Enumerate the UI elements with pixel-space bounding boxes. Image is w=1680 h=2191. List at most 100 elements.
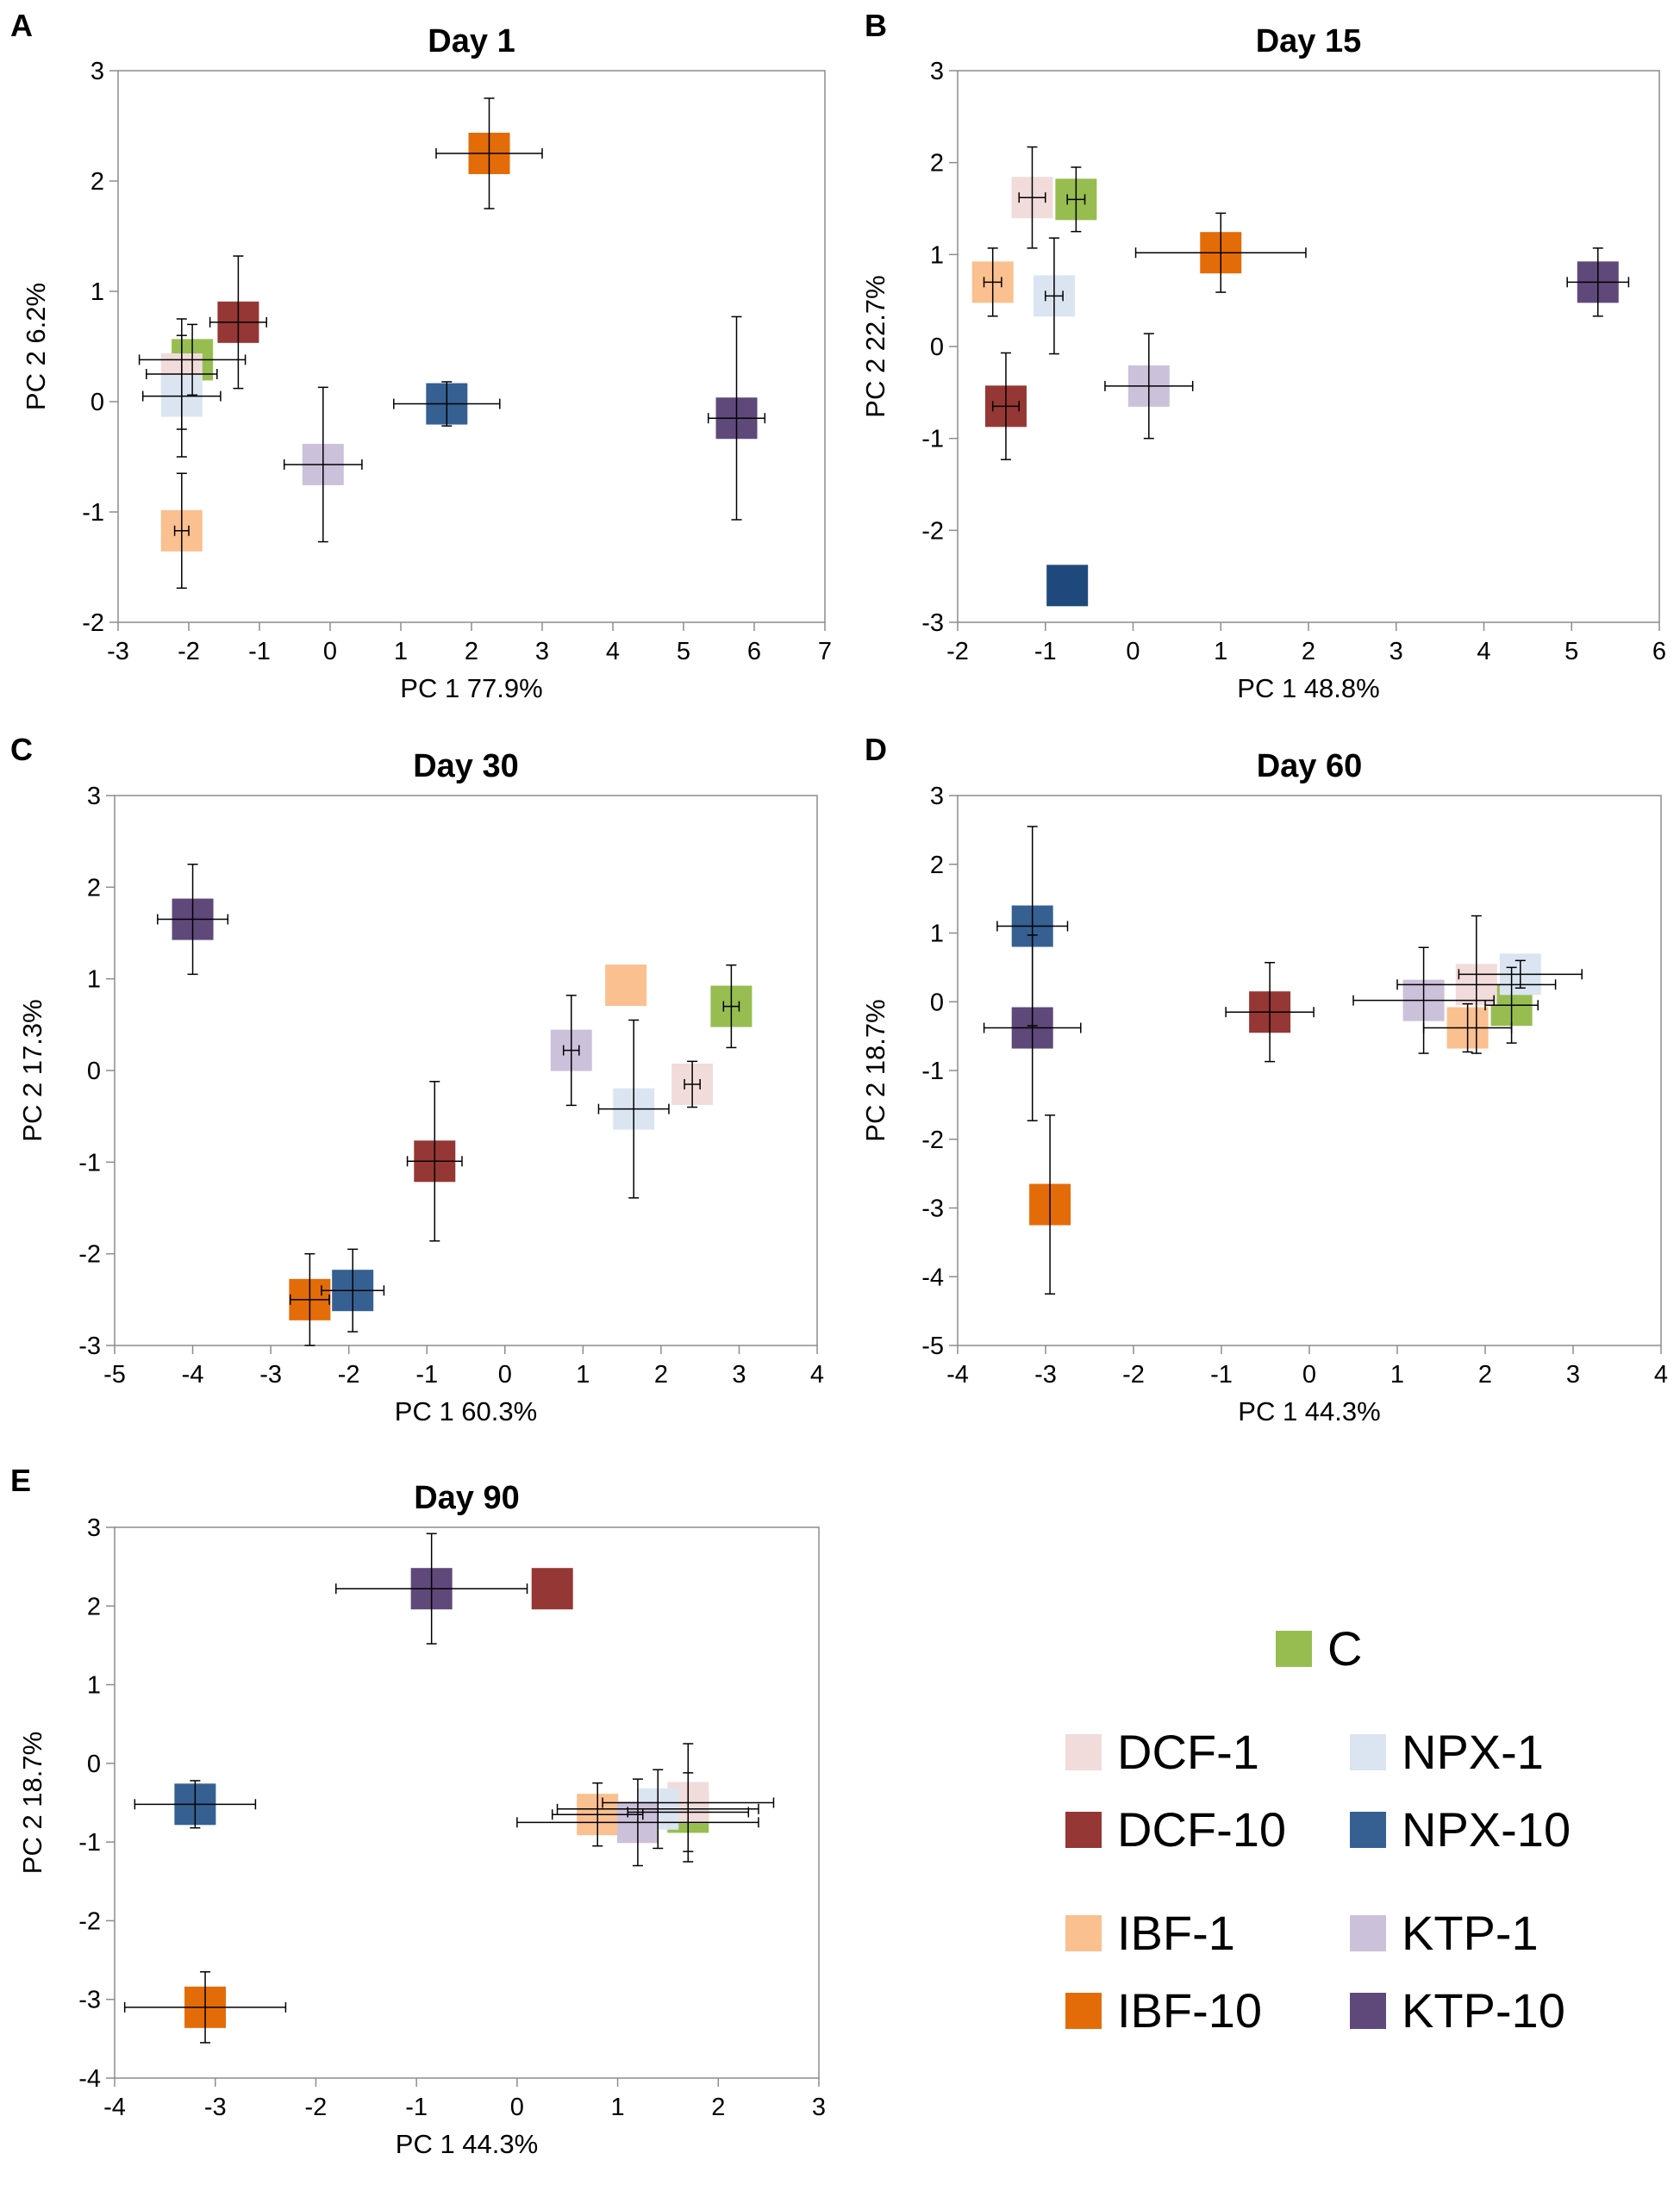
y-tick-label: -4 — [78, 2065, 101, 2093]
panel-letter: E — [10, 1463, 31, 1498]
y-tick-label: -2 — [921, 517, 944, 545]
x-tick-label: 5 — [677, 638, 690, 665]
x-tick-label: 3 — [812, 2094, 826, 2121]
y-axis-label: PC 2 6.2% — [21, 283, 51, 410]
panel-letter: B — [865, 8, 887, 43]
plot-frame — [957, 795, 1662, 1346]
x-tick-label: 3 — [535, 638, 549, 665]
legend-item-DCF-10: DCF-10 — [1065, 1802, 1286, 1857]
y-tick-label: 0 — [930, 334, 944, 361]
y-tick-label: 3 — [87, 783, 101, 810]
x-tick-label: 2 — [465, 638, 478, 665]
panel-title: Day 1 — [428, 23, 515, 59]
legend-item-KTP-10: KTP-10 — [1350, 1983, 1565, 2038]
panel-letter: D — [865, 732, 887, 767]
panel-title: Day 60 — [1257, 748, 1363, 784]
x-tick-label: -2 — [1122, 1361, 1145, 1389]
y-tick-label: -2 — [78, 1241, 101, 1269]
x-tick-label: 4 — [1654, 1361, 1668, 1389]
x-tick-label: -4 — [182, 1361, 204, 1389]
y-tick-label: 0 — [87, 1751, 101, 1778]
x-tick-label: -1 — [415, 1361, 438, 1389]
y-tick-label: -1 — [78, 1149, 101, 1177]
y-tick-label: 0 — [87, 1058, 101, 1085]
legend-item-C: C — [1276, 1621, 1362, 1676]
y-tick-label: -3 — [78, 1333, 101, 1360]
x-tick-label: 1 — [1214, 638, 1227, 665]
x-tick-label: 2 — [1478, 1361, 1492, 1389]
x-tick-label: -1 — [248, 638, 271, 665]
y-tick-label: -2 — [82, 609, 104, 637]
x-tick-label: 0 — [1302, 1361, 1316, 1389]
x-tick-label: -1 — [1034, 638, 1057, 665]
y-tick-label: 0 — [91, 389, 104, 416]
x-tick-label: -2 — [305, 2094, 328, 2121]
legend-label: DCF-10 — [1117, 1802, 1286, 1857]
x-tick-label: -1 — [405, 2094, 428, 2121]
panel-C: C Day 30 -5 -4 -3 -2 -1 0 1 2 3 4 -3 -2 -1 0 1 2 3 PC 1 60.… — [10, 732, 824, 1426]
y-tick-label: -5 — [921, 1333, 944, 1360]
x-axis-label: PC 1 44.3% — [1238, 1396, 1380, 1426]
x-tick-label: 1 — [576, 1361, 590, 1389]
legend-item-NPX-1: NPX-1 — [1350, 1725, 1544, 1779]
y-tick-label: 1 — [930, 241, 944, 269]
x-tick-label: 0 — [1126, 638, 1140, 665]
y-tick-label: 2 — [87, 1593, 101, 1620]
x-tick-label: 1 — [611, 2094, 625, 2121]
y-tick-label: 1 — [87, 966, 101, 994]
x-tick-label: 1 — [1390, 1361, 1404, 1389]
x-tick-label: -4 — [103, 2094, 126, 2121]
y-tick-label: -2 — [78, 1907, 101, 1935]
x-tick-label: 2 — [1302, 638, 1315, 665]
legend-item-IBF-1: IBF-1 — [1065, 1906, 1235, 1960]
y-axis-label: PC 2 17.3% — [17, 999, 47, 1141]
y-tick-label: -1 — [78, 1829, 101, 1857]
x-tick-label: -2 — [946, 638, 969, 665]
legend-item-KTP-1: KTP-1 — [1350, 1906, 1539, 1960]
panel-letter: C — [10, 732, 33, 767]
x-axis-label: PC 1 44.3% — [396, 2129, 538, 2159]
x-tick-label: 0 — [510, 2094, 524, 2121]
y-tick-label: -3 — [921, 1195, 944, 1223]
panel-letter: A — [10, 8, 33, 43]
x-axis-label: PC 1 48.8% — [1237, 673, 1379, 703]
y-tick-label: -3 — [78, 1987, 101, 2014]
legend-swatch — [1350, 1734, 1386, 1770]
x-tick-label: -2 — [178, 638, 200, 665]
y-tick-label: 2 — [91, 168, 104, 196]
marker-IBF-1 — [605, 964, 647, 1007]
legend-item-NPX-10: NPX-10 — [1350, 1802, 1571, 1857]
x-tick-label: 4 — [606, 638, 620, 665]
x-tick-label: 3 — [1390, 638, 1403, 665]
y-axis-label: PC 2 18.7% — [17, 1732, 47, 1874]
x-tick-label: -3 — [1034, 1361, 1057, 1389]
x-tick-label: -1 — [1210, 1361, 1233, 1389]
legend-swatch — [1276, 1631, 1312, 1667]
legend-label: C — [1327, 1621, 1362, 1676]
y-tick-label: 1 — [87, 1672, 101, 1700]
x-tick-label: 0 — [323, 638, 337, 665]
legend: C DCF-1 NPX-1 DCF-10 NPX-10 IBF-1 KTP-1 IBF-10 K… — [1065, 1621, 1571, 2038]
x-tick-label: 2 — [711, 2094, 725, 2121]
x-tick-label: 5 — [1564, 638, 1578, 665]
legend-label: NPX-10 — [1402, 1802, 1571, 1857]
y-tick-label: -3 — [921, 609, 944, 637]
y-tick-label: -2 — [921, 1127, 944, 1154]
x-tick-label: -4 — [946, 1361, 969, 1389]
panel-title: Day 90 — [414, 1480, 520, 1516]
x-tick-label: -3 — [204, 2094, 227, 2121]
legend-label: KTP-10 — [1402, 1983, 1565, 2038]
x-tick-label: 3 — [1566, 1361, 1580, 1389]
legend-swatch — [1065, 1734, 1102, 1770]
y-tick-label: 2 — [930, 150, 944, 178]
x-tick-label: 4 — [1477, 638, 1490, 665]
y-tick-label: -1 — [921, 1058, 944, 1085]
x-tick-label: 4 — [810, 1361, 824, 1389]
panel-title: Day 30 — [413, 748, 519, 784]
legend-swatch — [1065, 1915, 1102, 1951]
marker-NPX-10-day15 — [1046, 565, 1089, 607]
panel-E: E Day 90 -4 -3 -2 -1 0 1 2 3 -4 -3 -2 -1 0 1 2 3 PC 1 44.3… — [10, 1463, 826, 2159]
